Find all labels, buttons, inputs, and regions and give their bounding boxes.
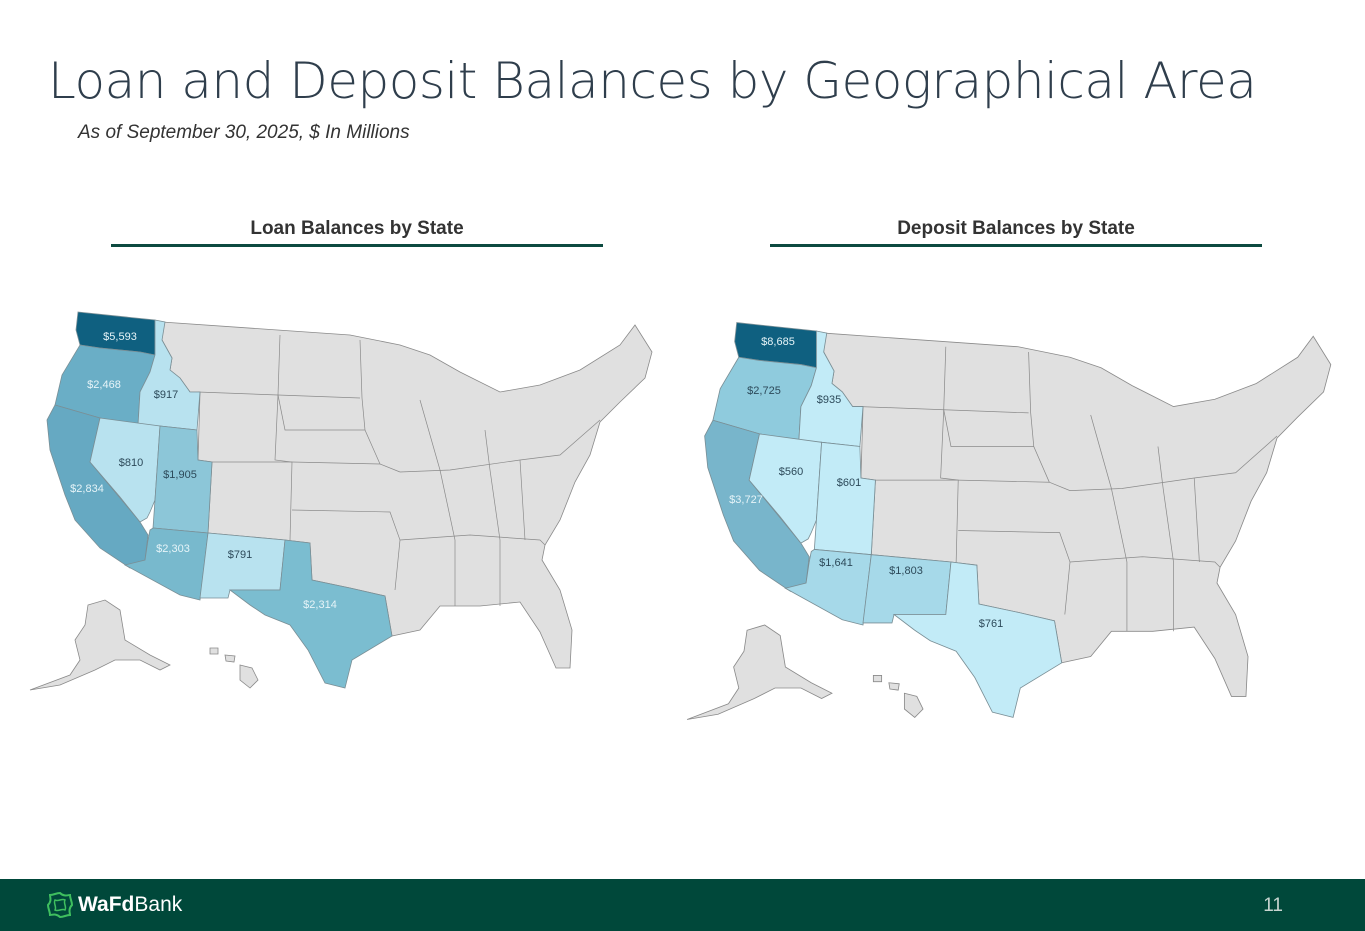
maps: $5,593 $2,468 $917 $2,834 $810 $1,905 $2,303 $7… bbox=[29, 311, 1332, 720]
state-value-label-nv: $560 bbox=[779, 466, 803, 478]
state-value-label-ca: $3,727 bbox=[729, 494, 763, 506]
logo-bold: WaFd bbox=[78, 893, 135, 916]
state-nm bbox=[199, 532, 286, 599]
footer: WaFdBank 11 bbox=[0, 879, 1365, 931]
state-ut bbox=[152, 425, 213, 534]
state-value-label-or: $2,725 bbox=[747, 385, 781, 397]
state-value-label-id: $917 bbox=[154, 389, 178, 401]
state-value-label-wa: $5,593 bbox=[103, 331, 137, 343]
state-value-label-ut: $601 bbox=[837, 477, 861, 489]
deposit-map-title: Deposit Balances by State bbox=[897, 218, 1135, 239]
state-value-label-nv: $810 bbox=[119, 457, 143, 469]
page-subtitle: As of September 30, 2025, $ In Millions bbox=[78, 122, 410, 143]
wafd-logo: WaFdBank bbox=[46, 891, 182, 919]
state-value-label-wa: $8,685 bbox=[761, 336, 795, 348]
state-value-label-ca: $2,834 bbox=[70, 483, 104, 495]
state-value-label-tx: $2,314 bbox=[303, 599, 337, 611]
page-title: Loan and Deposit Balances by Geographica… bbox=[48, 52, 1257, 110]
state-value-label-nm: $791 bbox=[228, 549, 252, 561]
state-value-label-nm: $1,803 bbox=[889, 565, 923, 577]
state-value-label-az: $2,303 bbox=[156, 543, 190, 555]
state-tx bbox=[228, 539, 393, 689]
deposit-labels: $8,685 $2,725 $935 $3,727 $560 $601 $1,641 $1,8… bbox=[729, 336, 1003, 630]
state-tx bbox=[892, 561, 1063, 718]
loan-labels: $5,593 $2,468 $917 $2,834 $810 $1,905 $2,303 $7… bbox=[70, 331, 337, 611]
loan-map bbox=[29, 311, 653, 691]
page-number: 11 bbox=[1263, 895, 1283, 916]
deposit-map bbox=[686, 322, 1332, 720]
loan-title-underline bbox=[111, 244, 603, 247]
state-id bbox=[137, 319, 201, 431]
state-value-label-az: $1,641 bbox=[819, 557, 853, 569]
state-value-label-or: $2,468 bbox=[87, 379, 121, 391]
state-value-label-id: $935 bbox=[817, 394, 841, 406]
logo-light: Bank bbox=[134, 893, 183, 916]
state-value-label-tx: $761 bbox=[979, 618, 1003, 630]
state-id bbox=[798, 330, 864, 447]
deposit-title-underline bbox=[770, 244, 1262, 247]
wafd-logo-icon bbox=[46, 891, 74, 919]
state-value-label-ut: $1,905 bbox=[163, 469, 197, 481]
state-ut bbox=[813, 441, 876, 556]
loan-map-title: Loan Balances by State bbox=[250, 218, 464, 239]
